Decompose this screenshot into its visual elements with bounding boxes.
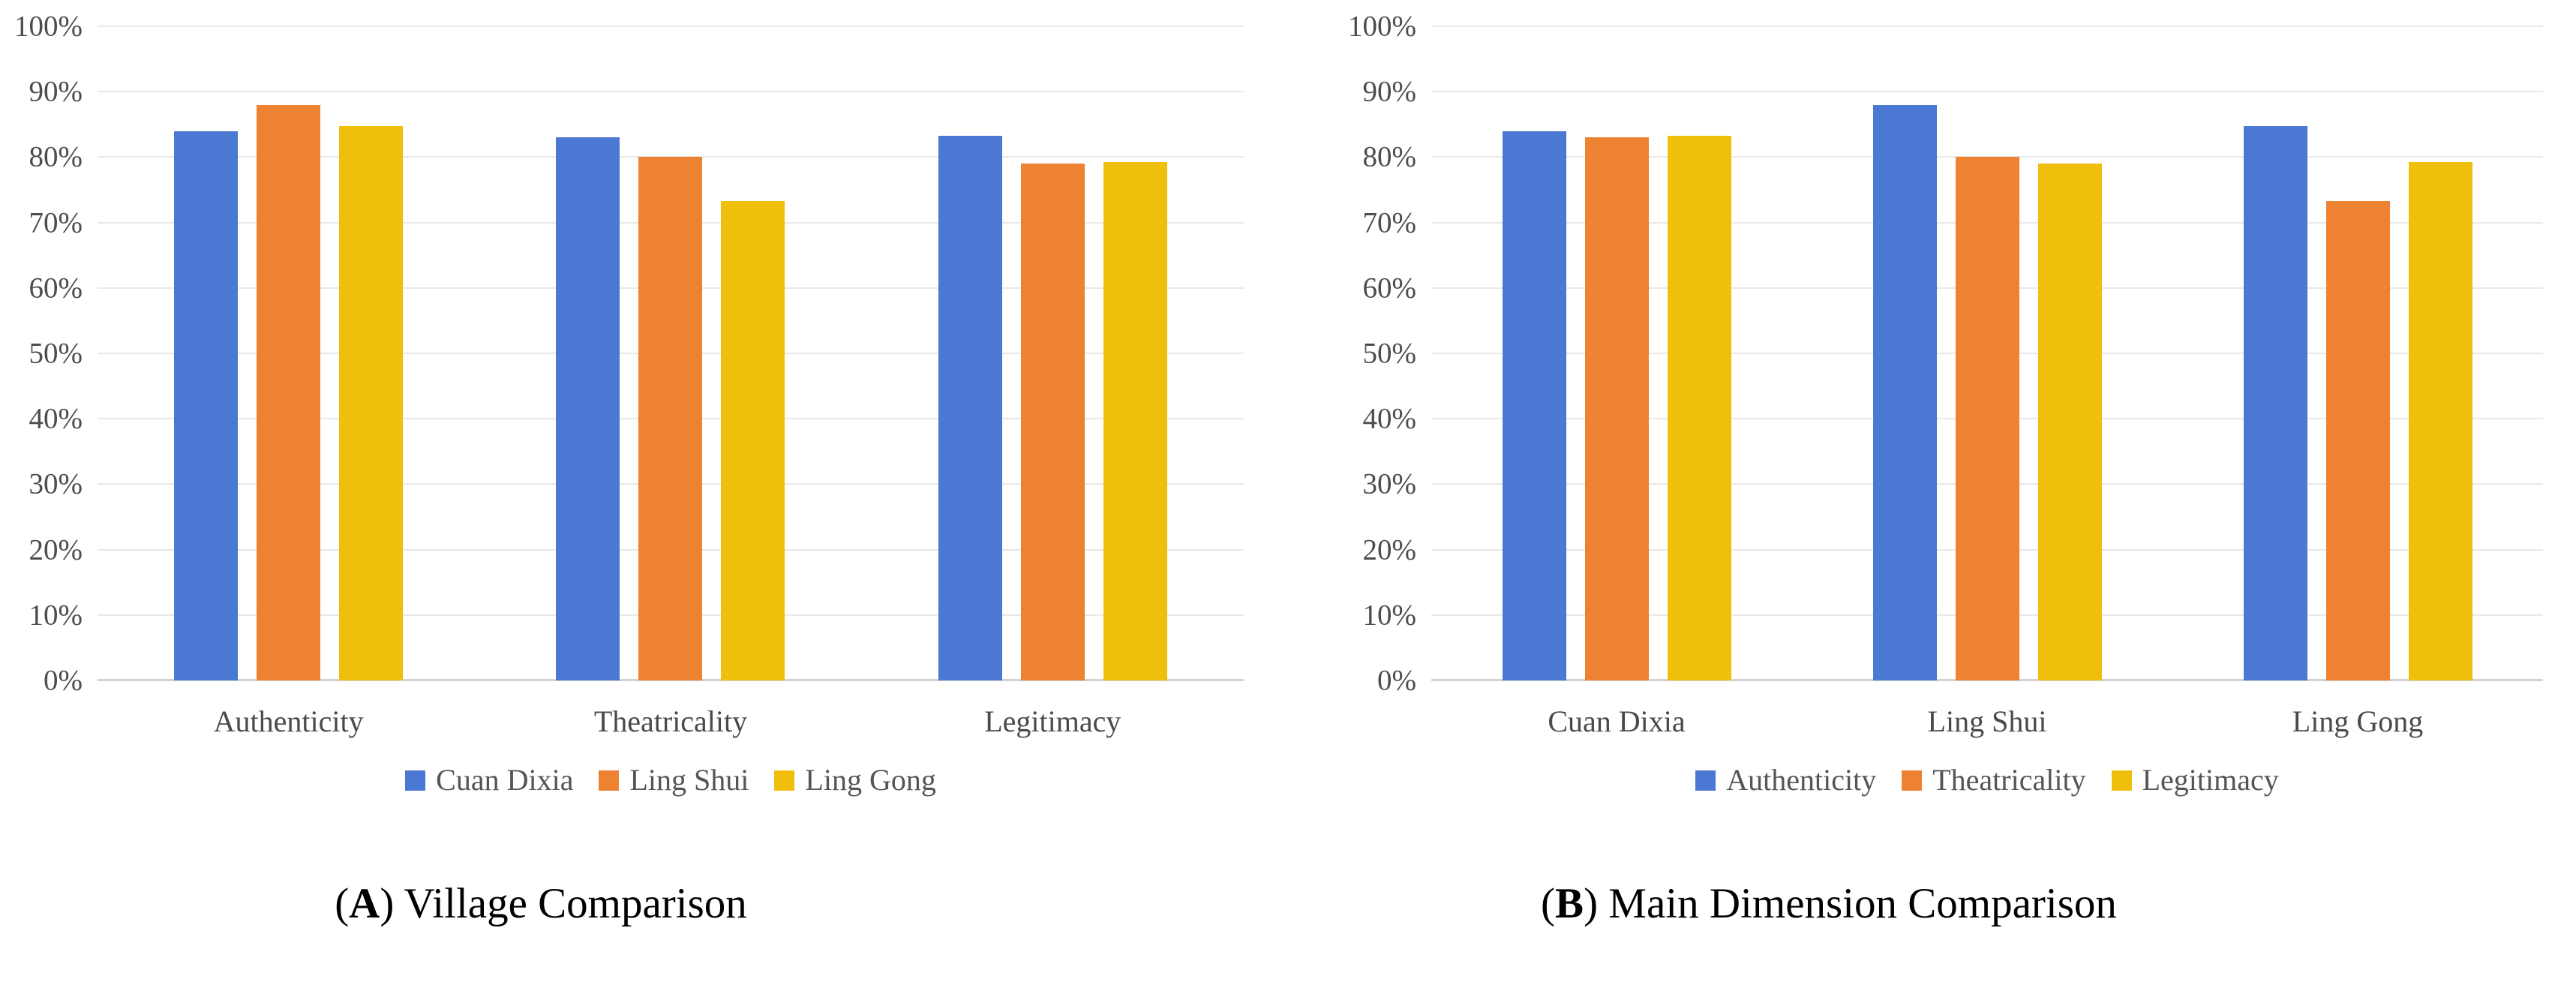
y-tick-label-10: 10% <box>29 599 83 632</box>
x-axis-labels: Cuan Dixia Ling Shui Ling Gong <box>1431 704 2543 739</box>
x-axis-label: Ling Shui <box>1927 704 2047 738</box>
legend-label: Ling Gong <box>805 763 936 797</box>
caption-b-paren-open: ( <box>1541 880 1556 927</box>
legend-swatch <box>405 770 426 791</box>
x-axis-label: Theatricality <box>593 704 748 738</box>
legend-item: Legitimacy <box>2111 763 2279 797</box>
bar-ling-gong <box>339 126 404 680</box>
legend-swatch <box>1695 770 1716 791</box>
bar-legitimacy <box>2037 164 2102 680</box>
y-tick-label-100: 100% <box>14 10 83 43</box>
bar-authenticity <box>2243 126 2307 680</box>
chart-panel-a: 0% 10% 20% 30% 40% 50% 60% 70% 80% 90% 100% (A) Vi… <box>0 12 1288 928</box>
y-tick-label-70: 70% <box>1362 206 1417 239</box>
y-tick-label-50: 50% <box>29 337 83 370</box>
y-tick-label-90: 90% <box>29 75 83 108</box>
x-axis-label: Cuan Dixia <box>1548 704 1686 738</box>
legend-item: Theatricality <box>1902 763 2086 797</box>
gridline-90 <box>1431 91 2543 93</box>
y-tick-label-30: 30% <box>1362 467 1417 500</box>
y-tick-label-40: 40% <box>1362 402 1417 435</box>
bar-legitimacy <box>2408 162 2472 680</box>
gridline-90 <box>98 91 1244 93</box>
y-tick-label-40: 40% <box>29 402 83 435</box>
legend-label: Authenticity <box>1726 763 1877 797</box>
x-axis-label: Authenticity <box>213 704 364 738</box>
legend-label: Theatricality <box>1932 763 2086 797</box>
legend-swatch <box>2111 770 2132 791</box>
legend-swatch <box>599 770 620 791</box>
y-tick-label-60: 60% <box>29 272 83 305</box>
gridline-100 <box>98 26 1244 27</box>
legend-label: Legitimacy <box>2142 763 2279 797</box>
y-tick-label-10: 10% <box>1362 599 1417 632</box>
legend-swatch <box>774 770 795 791</box>
caption-b-paren-close: ) <box>1584 880 1599 927</box>
bar-ling-shui <box>257 104 321 680</box>
legend-swatch <box>1902 770 1923 791</box>
bar-groups <box>98 26 1244 680</box>
bar-ling-shui <box>638 157 703 680</box>
bar-ling-shui <box>1020 164 1085 680</box>
legend-label: Ling Shui <box>629 763 749 797</box>
legend-item: Cuan Dixia <box>405 765 573 795</box>
bar-ling-gong <box>1103 162 1167 680</box>
bar-group-ling-gong <box>2243 26 2472 680</box>
caption-b: (B) Main Dimension Comparison <box>1288 879 2576 928</box>
bar-authenticity <box>1502 131 1566 680</box>
x-axis-label: Ling Gong <box>2292 704 2424 738</box>
bar-authenticity <box>1872 104 1937 680</box>
y-tick-label-70: 70% <box>29 206 83 239</box>
bar-cuan-dixia <box>174 131 239 680</box>
legend: Authenticity Theatricality Legitimacy <box>1431 765 2543 795</box>
caption-a-text: Village Comparison <box>394 880 747 927</box>
bar-group-legitimacy <box>938 26 1167 680</box>
caption-a: (A) Village Comparison <box>0 879 1288 928</box>
y-tick-label-80: 80% <box>29 140 83 173</box>
bar-groups <box>1431 26 2543 680</box>
gridline-100 <box>1431 26 2543 27</box>
caption-b-text: Main Dimension Comparison <box>1598 880 2117 927</box>
bar-ling-gong <box>721 200 785 680</box>
y-tick-label-80: 80% <box>1362 140 1417 173</box>
legend-item: Authenticity <box>1695 765 1876 795</box>
legend: Cuan Dixia Ling Shui Ling Gong <box>98 765 1244 795</box>
y-tick-label-20: 20% <box>29 533 83 566</box>
bar-theatricality <box>1955 157 2019 680</box>
bar-group-cuan-dixia <box>1502 26 1731 680</box>
y-tick-label-0: 0% <box>44 664 83 697</box>
caption-b-letter: B <box>1555 880 1584 927</box>
y-tick-label-50: 50% <box>1362 337 1417 370</box>
chart-panel-b: 0% 10% 20% 30% 40% 50% 60% 70% 80% 90% 100% (B) Ma… <box>1288 0 2576 991</box>
caption-a-paren-close: ) <box>380 880 395 927</box>
bar-group-ling-shui <box>1872 26 2102 680</box>
legend-item: Ling Gong <box>774 763 936 797</box>
bar-theatricality <box>2325 200 2390 680</box>
y-tick-label-0: 0% <box>1377 664 1416 697</box>
bar-legitimacy <box>1667 135 1731 680</box>
bar-theatricality <box>1584 137 1649 680</box>
y-tick-label-100: 100% <box>1348 10 1416 43</box>
caption-a-letter: A <box>349 880 380 927</box>
bar-cuan-dixia <box>556 137 620 680</box>
legend-item: Ling Shui <box>599 765 749 795</box>
y-tick-label-30: 30% <box>29 467 83 500</box>
plot-area: 0% 10% 20% 30% 40% 50% 60% 70% 80% 90% 100% <box>1348 12 2543 695</box>
legend-label: Cuan Dixia <box>436 763 574 797</box>
y-tick-label-60: 60% <box>1362 272 1417 305</box>
plot-area: 0% 10% 20% 30% 40% 50% 60% 70% 80% 90% 100% <box>14 12 1244 695</box>
caption-a-paren-open: ( <box>335 880 350 927</box>
y-tick-label-20: 20% <box>1362 533 1417 566</box>
bar-group-authenticity <box>174 26 404 680</box>
x-axis-labels: Authenticity Theatricality Legitimacy <box>98 704 1244 739</box>
bar-group-theatricality <box>556 26 785 680</box>
bar-cuan-dixia <box>938 135 1002 680</box>
y-tick-label-90: 90% <box>1362 75 1417 108</box>
x-axis-label: Legitimacy <box>984 704 1121 738</box>
